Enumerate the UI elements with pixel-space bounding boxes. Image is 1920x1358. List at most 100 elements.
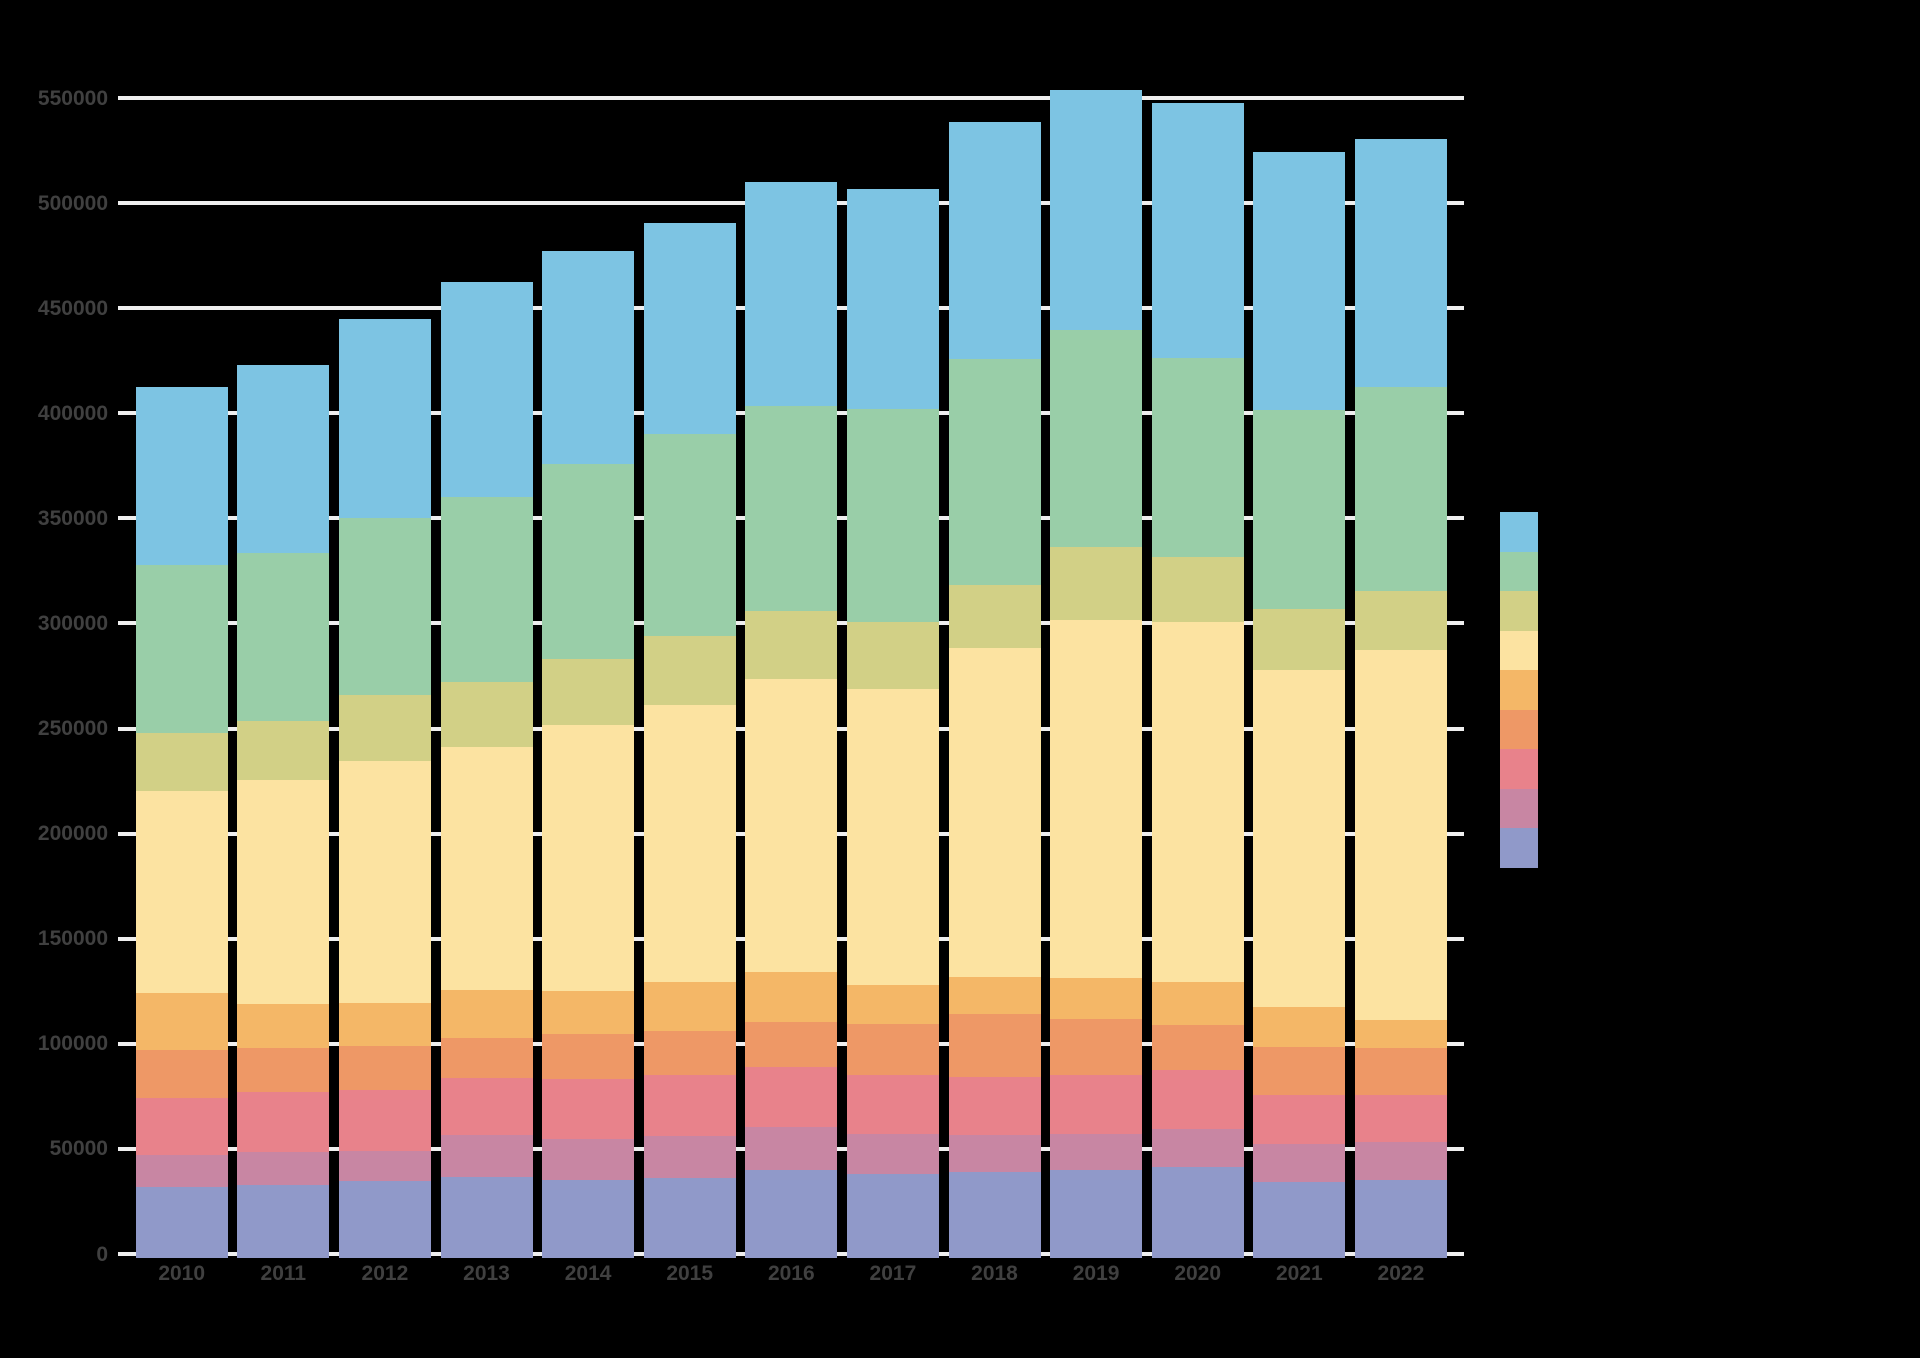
bar-segment-purple-blue-2015[interactable] (643, 1178, 736, 1258)
bar-segment-mauve-2020[interactable] (1151, 1128, 1244, 1168)
bar-segment-yellow-green-2017[interactable] (846, 622, 939, 690)
bar-segment-yellow-green-2018[interactable] (948, 584, 1041, 648)
bar-segment-green-2018[interactable] (948, 359, 1041, 585)
bar-segment-orange-yellow-2017[interactable] (846, 985, 939, 1024)
bar-segment-light-yellow-2016[interactable] (745, 679, 838, 973)
bar-segment-mauve-2010[interactable] (135, 1155, 228, 1188)
bar-segment-orange-yellow-2020[interactable] (1151, 981, 1244, 1025)
bar-segment-orange-yellow-2011[interactable] (237, 1003, 330, 1048)
bar-segment-orange-2016[interactable] (745, 1022, 838, 1067)
bar-segment-yellow-green-2011[interactable] (237, 720, 330, 781)
bar-segment-purple-blue-2022[interactable] (1354, 1180, 1447, 1258)
bar-segment-light-yellow-2018[interactable] (948, 647, 1041, 977)
bar-segment-orange-yellow-2019[interactable] (1050, 977, 1143, 1019)
bar-segment-light-blue-2010[interactable] (135, 386, 228, 565)
bar-segment-mauve-2021[interactable] (1253, 1143, 1346, 1182)
bar-segment-purple-blue-2019[interactable] (1050, 1170, 1143, 1258)
legend-swatch-yellow-green[interactable] (1500, 591, 1538, 631)
legend-swatch-light-blue[interactable] (1500, 512, 1538, 552)
bar-segment-light-yellow-2022[interactable] (1354, 650, 1447, 1021)
bar-segment-purple-blue-2020[interactable] (1151, 1167, 1244, 1258)
bar-segment-purple-blue-2016[interactable] (745, 1170, 838, 1258)
bar-segment-light-blue-2017[interactable] (846, 189, 939, 410)
legend-swatch-orange[interactable] (1500, 709, 1538, 749)
bar-segment-mauve-2012[interactable] (338, 1150, 431, 1181)
bar-segment-orange-2022[interactable] (1354, 1047, 1447, 1096)
legend-swatch-orange-yellow[interactable] (1500, 670, 1538, 710)
bar-segment-orange-2017[interactable] (846, 1023, 939, 1076)
bar-segment-red-2015[interactable] (643, 1075, 736, 1136)
bar-segment-light-blue-2012[interactable] (338, 318, 431, 519)
bar-segment-light-blue-2021[interactable] (1253, 152, 1346, 410)
bar-segment-light-yellow-2012[interactable] (338, 761, 431, 1003)
bar-segment-yellow-green-2019[interactable] (1050, 547, 1143, 621)
bar-segment-red-2021[interactable] (1253, 1095, 1346, 1144)
bar-segment-mauve-2022[interactable] (1354, 1142, 1447, 1181)
legend-swatch-light-yellow[interactable] (1500, 630, 1538, 670)
bar-segment-orange-2021[interactable] (1253, 1047, 1346, 1096)
bar-segment-orange-2018[interactable] (948, 1013, 1041, 1078)
bar-segment-purple-blue-2012[interactable] (338, 1180, 431, 1258)
bar-segment-red-2017[interactable] (846, 1075, 939, 1135)
bar-segment-light-blue-2022[interactable] (1354, 139, 1447, 387)
bar-segment-green-2015[interactable] (643, 433, 736, 636)
bar-segment-mauve-2013[interactable] (440, 1134, 533, 1177)
bar-segment-yellow-green-2022[interactable] (1354, 590, 1447, 651)
bar-segment-red-2014[interactable] (542, 1079, 635, 1139)
bar-segment-light-yellow-2015[interactable] (643, 704, 736, 982)
bar-segment-red-2010[interactable] (135, 1097, 228, 1156)
bar-segment-red-2011[interactable] (237, 1092, 330, 1152)
bar-segment-orange-2013[interactable] (440, 1038, 533, 1078)
bar-segment-orange-2012[interactable] (338, 1046, 431, 1090)
bar-segment-purple-blue-2021[interactable] (1253, 1182, 1346, 1258)
bar-segment-light-yellow-2013[interactable] (440, 746, 533, 990)
bar-segment-light-yellow-2020[interactable] (1151, 622, 1244, 982)
bar-segment-orange-2010[interactable] (135, 1050, 228, 1098)
bar-segment-mauve-2015[interactable] (643, 1135, 736, 1179)
bar-segment-light-yellow-2021[interactable] (1253, 669, 1346, 1007)
legend-swatch-purple-blue[interactable] (1500, 828, 1538, 868)
bar-segment-light-blue-2014[interactable] (542, 251, 635, 465)
bar-segment-green-2022[interactable] (1354, 386, 1447, 591)
bar-segment-yellow-green-2021[interactable] (1253, 608, 1346, 670)
bar-segment-light-yellow-2010[interactable] (135, 791, 228, 993)
bar-segment-green-2014[interactable] (542, 464, 635, 660)
bar-segment-green-2017[interactable] (846, 409, 939, 623)
bar-segment-purple-blue-2010[interactable] (135, 1187, 228, 1258)
bar-segment-mauve-2011[interactable] (237, 1151, 330, 1185)
bar-segment-light-blue-2011[interactable] (237, 365, 330, 553)
bar-segment-purple-blue-2013[interactable] (440, 1176, 533, 1258)
legend-swatch-red[interactable] (1500, 749, 1538, 789)
bar-segment-mauve-2017[interactable] (846, 1134, 939, 1175)
bar-segment-yellow-green-2014[interactable] (542, 659, 635, 726)
bar-segment-light-yellow-2017[interactable] (846, 689, 939, 986)
legend-swatch-mauve[interactable] (1500, 788, 1538, 828)
bar-segment-yellow-green-2012[interactable] (338, 694, 431, 761)
bar-segment-orange-yellow-2021[interactable] (1253, 1006, 1346, 1048)
bar-segment-yellow-green-2015[interactable] (643, 635, 736, 705)
bar-segment-orange-yellow-2014[interactable] (542, 990, 635, 1034)
bar-segment-light-blue-2015[interactable] (643, 222, 736, 434)
bar-segment-light-yellow-2019[interactable] (1050, 620, 1143, 978)
bar-segment-red-2018[interactable] (948, 1077, 1041, 1136)
bar-segment-orange-yellow-2015[interactable] (643, 981, 736, 1031)
legend-swatch-green[interactable] (1500, 551, 1538, 591)
bar-segment-red-2016[interactable] (745, 1066, 838, 1127)
bar-segment-green-2020[interactable] (1151, 357, 1244, 558)
bar-segment-red-2013[interactable] (440, 1077, 533, 1135)
bar-segment-light-yellow-2014[interactable] (542, 725, 635, 991)
bar-segment-green-2010[interactable] (135, 564, 228, 733)
bar-segment-green-2013[interactable] (440, 497, 533, 682)
bar-segment-orange-2015[interactable] (643, 1030, 736, 1076)
bar-segment-orange-2019[interactable] (1050, 1018, 1143, 1076)
bar-segment-orange-yellow-2010[interactable] (135, 992, 228, 1051)
bar-segment-light-blue-2016[interactable] (745, 181, 838, 406)
bar-segment-light-blue-2018[interactable] (948, 122, 1041, 360)
bar-segment-red-2020[interactable] (1151, 1070, 1244, 1129)
bar-segment-orange-yellow-2013[interactable] (440, 989, 533, 1039)
bar-segment-purple-blue-2018[interactable] (948, 1171, 1041, 1258)
bar-segment-mauve-2019[interactable] (1050, 1133, 1143, 1171)
bar-segment-yellow-green-2020[interactable] (1151, 557, 1244, 623)
bar-segment-green-2016[interactable] (745, 405, 838, 611)
bar-segment-red-2012[interactable] (338, 1089, 431, 1151)
